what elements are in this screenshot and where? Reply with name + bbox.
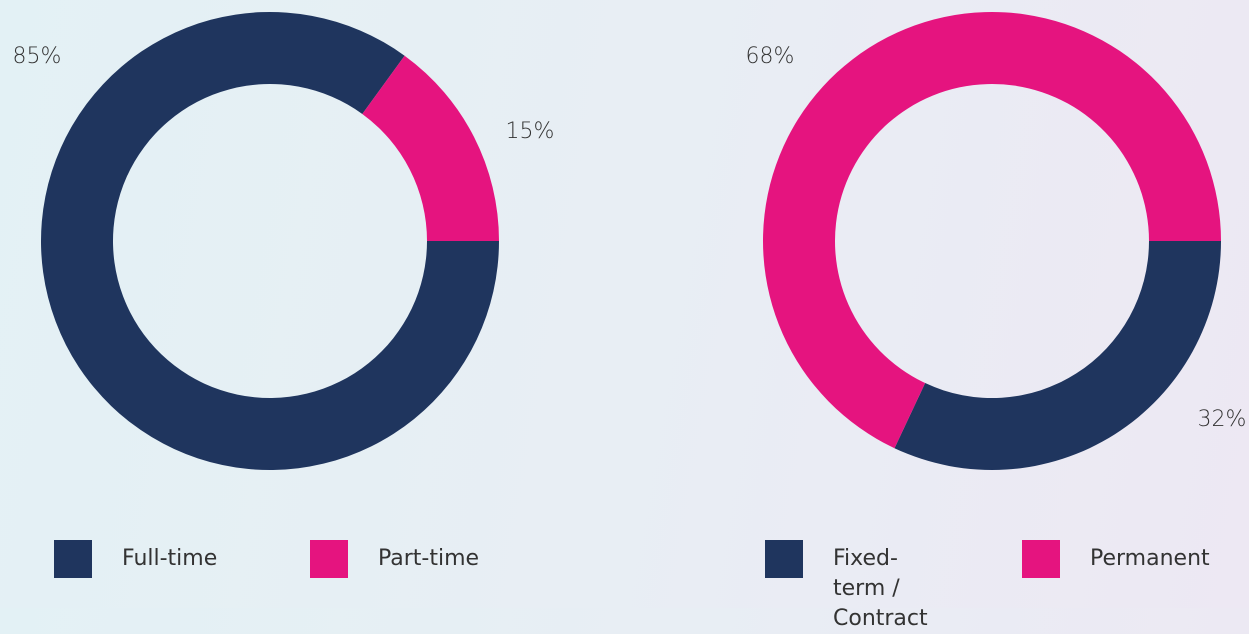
legend-swatch (54, 540, 92, 578)
value-label: 32% (1198, 407, 1247, 432)
legend-label: Part-time (378, 546, 480, 571)
legend-item: Full-time (54, 540, 254, 578)
legend-item: Permanent (1022, 540, 1222, 578)
legend-swatch (1022, 540, 1060, 578)
legend-item: Part-time (310, 540, 510, 578)
legend-swatch (765, 540, 803, 578)
legend-item: Fixed-term / Contract (765, 540, 945, 634)
legend-label: Full-time (122, 546, 218, 571)
donut-segment (894, 241, 1221, 470)
legend-label: Permanent (1090, 546, 1210, 571)
value-label: 15% (506, 119, 555, 144)
legend-swatch (310, 540, 348, 578)
value-label: 85% (13, 44, 62, 69)
donut-segment (762, 12, 1221, 449)
donut-segment (40, 11, 499, 470)
charts: 85% 15% 32% 68% (13, 11, 1247, 470)
donut-segment (362, 55, 499, 241)
legend-label: Fixed-term / Contract (833, 546, 928, 631)
value-label: 68% (746, 44, 795, 69)
